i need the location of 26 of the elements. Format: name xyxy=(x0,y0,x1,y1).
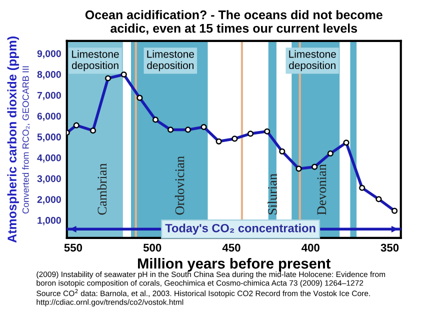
annotation: Limestone deposition xyxy=(147,50,194,72)
x-axis-title: Million years before present xyxy=(138,258,331,272)
y-tick-label: 8,000 xyxy=(37,71,61,80)
y-tick-label: 9,000 xyxy=(37,50,61,58)
chart-title: Ocean acidification? - The oceans did not become acidic, even at 15 times our current levels xyxy=(85,10,382,35)
band-label: Devonian xyxy=(317,164,326,215)
band-label: Silurian xyxy=(268,174,277,214)
y-tick-label: 6,000 xyxy=(37,112,61,122)
x-tick-label: 400 xyxy=(302,244,320,252)
y-tick-label: 3,000 xyxy=(37,175,61,184)
x-tick-label: 500 xyxy=(143,244,162,252)
y-tick-label: 2,000 xyxy=(37,196,61,204)
ref-line-label: Today's CO₂ concentration xyxy=(165,224,316,235)
y-tick-label: 7,000 xyxy=(37,92,61,100)
y-axis-title: Atmospheric carbon dioxide (ppm) xyxy=(7,36,19,243)
annotation: Limestone deposition xyxy=(289,50,336,72)
annotation: Limestone deposition xyxy=(72,50,119,72)
band-label: Cambrian xyxy=(97,163,107,215)
y-tick-label: 4,000 xyxy=(37,154,61,163)
text: Converted from RCO₂, GEOCARB III xyxy=(22,66,30,214)
x-tick-label: 450 xyxy=(222,244,240,252)
x-tick-label: 350 xyxy=(380,244,399,252)
x-tick-label: 550 xyxy=(64,244,82,252)
band-label: Ordovician xyxy=(174,156,184,215)
y-tick-label: 1,000 xyxy=(38,216,61,226)
y-tick-label: 5,000 xyxy=(37,134,61,142)
